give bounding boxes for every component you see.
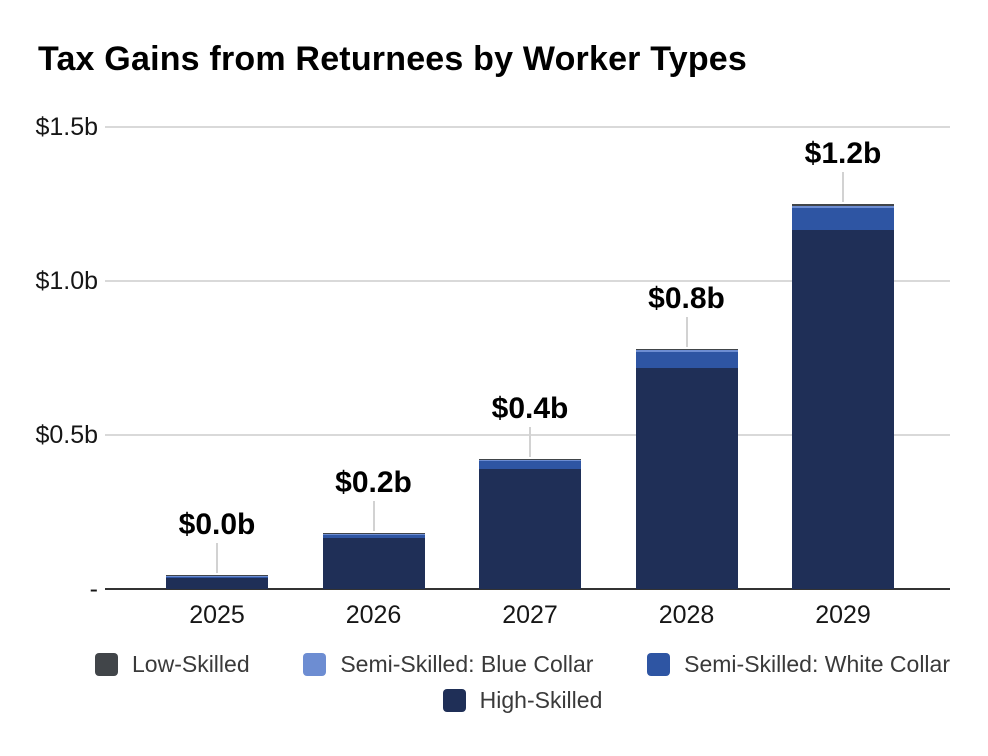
x-axis-tick-label: 2027 xyxy=(502,601,558,629)
legend-label: High-Skilled xyxy=(479,687,603,713)
data-label: $0.2b xyxy=(335,465,412,499)
bar-segment-high-skilled xyxy=(322,537,425,589)
legend-swatch xyxy=(95,653,118,676)
x-axis-tick-label: 2028 xyxy=(658,601,715,629)
bar-segment-high-skilled xyxy=(792,229,894,589)
data-label-leader-line xyxy=(685,317,688,348)
gridline xyxy=(105,126,950,128)
y-axis-tick-label: $0.5b xyxy=(35,421,98,449)
data-label: $0.4b xyxy=(491,392,569,426)
legend: Low-Skilled Semi-Skilled: Blue Collar Semi… xyxy=(95,651,950,714)
legend-swatch xyxy=(647,653,671,676)
data-label-leader-line xyxy=(529,427,531,458)
legend-row: Low-Skilled Semi-Skilled: Blue Collar Semi… xyxy=(95,651,950,678)
bar-segment-semi-skilled-white-collar xyxy=(322,534,425,538)
bar-segment-semi-skilled-white-collar xyxy=(792,207,894,230)
legend-label: Semi-Skilled: Blue Collar xyxy=(340,651,594,677)
bar-segment-low-skilled xyxy=(792,204,894,206)
x-axis-tick-label: 2029 xyxy=(815,601,871,629)
bar-segment-semi-skilled-white-collar xyxy=(479,461,581,470)
chart-title: Tax Gains from Returnees by Worker Types xyxy=(38,40,748,78)
legend-item-high-skilled: High-Skilled xyxy=(442,687,603,714)
bar-segment-high-skilled xyxy=(479,469,581,589)
y-axis-tick-label: $1.0b xyxy=(35,267,98,295)
x-axis-line xyxy=(105,588,950,590)
y-axis-tick-label: - xyxy=(89,575,98,603)
data-label: $0.0b xyxy=(178,508,256,542)
bar-segment-low-skilled xyxy=(479,459,581,461)
y-axis-tick-label: $1.5b xyxy=(35,113,98,141)
legend-swatch xyxy=(442,689,466,712)
legend-swatch xyxy=(303,653,327,676)
bar-segment-semi-skilled-blue-collar xyxy=(322,533,425,535)
bar-segment-semi-skilled-blue-collar xyxy=(166,576,268,578)
bar-segment-semi-skilled-white-collar xyxy=(635,351,738,368)
data-label: $0.8b xyxy=(648,282,725,316)
bar-segment-semi-skilled-blue-collar xyxy=(792,205,894,208)
bar-segment-semi-skilled-blue-collar xyxy=(635,350,738,352)
gridline xyxy=(105,280,950,282)
bar-segment-semi-skilled-white-collar xyxy=(166,577,268,579)
bar-segment-low-skilled xyxy=(322,532,425,534)
bar-segment-low-skilled xyxy=(166,575,268,577)
gridline xyxy=(105,434,950,436)
legend-label: Semi-Skilled: White Collar xyxy=(684,651,950,677)
bar-segment-high-skilled xyxy=(635,367,738,589)
data-label-leader-line xyxy=(216,543,218,574)
bar-segment-low-skilled xyxy=(635,349,738,351)
legend-item-semi-skilled-blue-collar: Semi-Skilled: Blue Collar xyxy=(303,651,593,678)
legend-item-semi-skilled-white-collar: Semi-Skilled: White Collar xyxy=(647,651,950,678)
legend-item-low-skilled: Low-Skilled xyxy=(95,651,250,678)
data-label-leader-line xyxy=(372,500,375,531)
bar-segment-high-skilled xyxy=(166,578,268,589)
legend-label: Low-Skilled xyxy=(132,651,250,677)
x-axis-tick-label: 2026 xyxy=(345,601,402,629)
data-label-leader-line xyxy=(842,172,844,203)
legend-row: High-Skilled xyxy=(95,687,950,714)
x-axis-tick-label: 2025 xyxy=(189,601,245,629)
bar-segment-semi-skilled-blue-collar xyxy=(479,460,581,462)
data-label: $1.2b xyxy=(804,137,882,171)
